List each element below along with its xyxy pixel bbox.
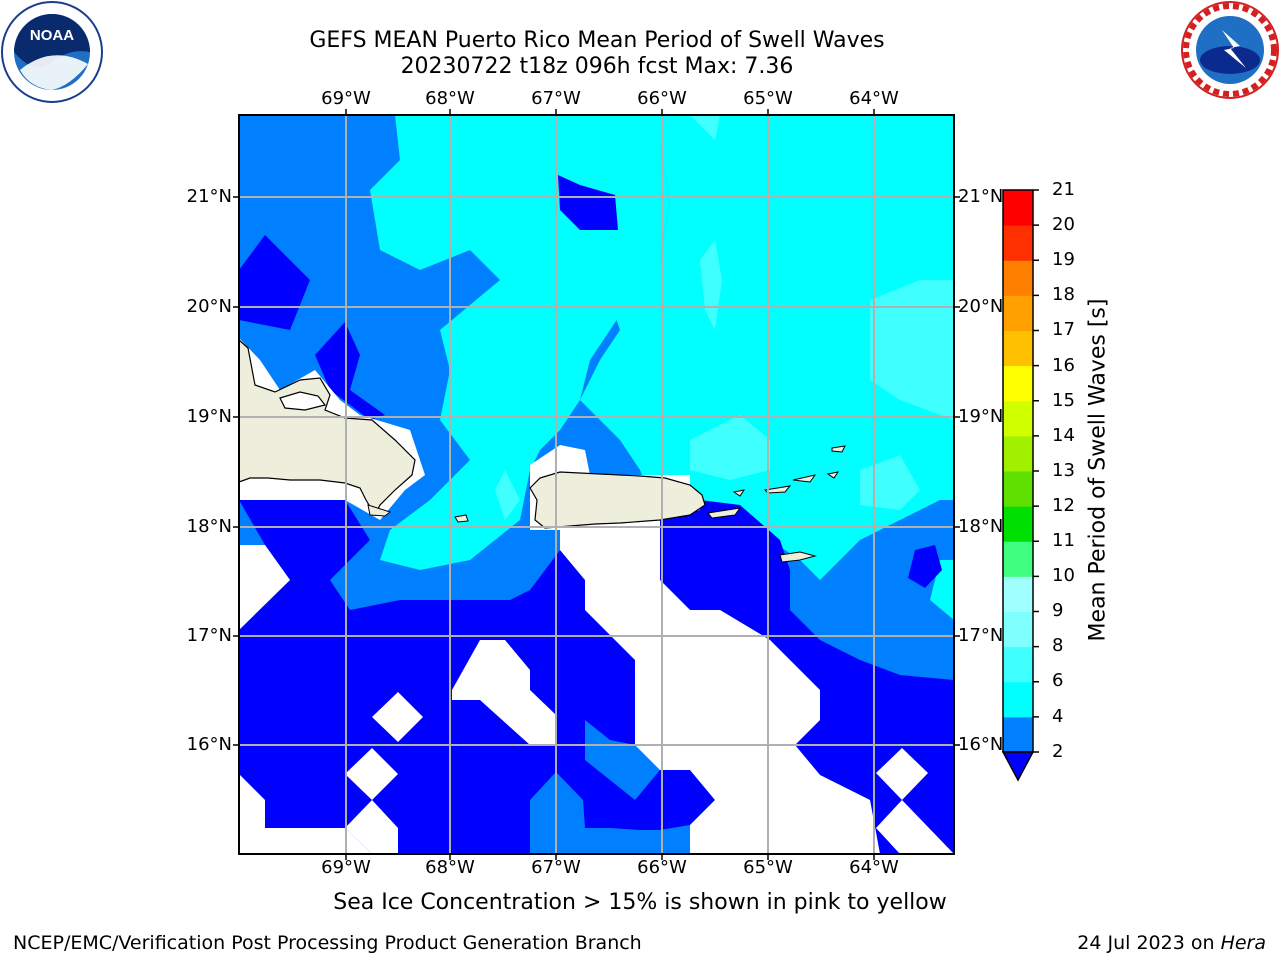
white-region-8: [345, 800, 398, 854]
white-region-4: [452, 640, 556, 745]
lat-left-label: 20°N: [186, 296, 232, 317]
colorbar-tick: 15: [1052, 389, 1075, 411]
colorbar-segment: [1003, 400, 1033, 437]
colorbar-segment: [1003, 646, 1033, 683]
colorbar-tick: 9: [1052, 600, 1064, 622]
white-region-2: [530, 445, 880, 854]
white-region-10: [876, 800, 954, 854]
culebra-island: [732, 489, 746, 497]
lon-top-label: 65°W: [743, 88, 793, 109]
colorbar-tick: 12: [1052, 494, 1075, 516]
colorbar-segment: [1003, 541, 1033, 577]
swell-6-8-patch-1: [870, 280, 954, 420]
lat-right-label: 18°N: [958, 516, 1004, 537]
colorbar-segment: [1003, 681, 1033, 718]
colorbar-title: Mean Period of Swell Waves [s]: [1085, 298, 1111, 642]
colorbar-segment: [1003, 260, 1033, 296]
colorbar-tick: 16: [1052, 354, 1075, 376]
footer-date: 24 Jul 2023 on: [1077, 932, 1221, 954]
lat-right-label: 20°N: [958, 296, 1004, 317]
white-region-7: [239, 774, 372, 854]
colorbar-tick: 21: [1052, 179, 1075, 200]
lat-left-label: 21°N: [186, 186, 232, 207]
lat-right-label: 19°N: [958, 406, 1004, 427]
st-croix-island: [779, 551, 817, 563]
lat-right-label: 17°N: [958, 625, 1004, 646]
bvi-island-2: [826, 471, 840, 479]
white-region-6: [345, 748, 398, 800]
swell-2-4-region-4: [239, 500, 370, 580]
lat-left-label: 19°N: [186, 406, 232, 427]
colorbar-tick: 4: [1052, 705, 1064, 727]
colorbar-segment: [1003, 506, 1033, 542]
lon-top-label: 66°W: [637, 88, 687, 109]
sea-ice-note: Sea Ice Concentration > 15% is shown in …: [333, 890, 947, 915]
lat-left-label: 16°N: [186, 734, 232, 755]
lon-top-label: 64°W: [849, 88, 899, 109]
lat-left-label: 17°N: [186, 625, 232, 646]
anegada-island: [831, 445, 846, 453]
lon-bottom-label: 64°W: [849, 857, 899, 878]
lon-bottom-label: 66°W: [637, 857, 687, 878]
colorbar-tick: 18: [1052, 284, 1075, 306]
swell-6-8-patch-6: [690, 115, 720, 140]
colorbar-segment: [1003, 225, 1033, 261]
colorbar-extend-arrow: [1001, 751, 1035, 782]
lat-right-label: 21°N: [958, 186, 1004, 207]
map-frame: [238, 114, 955, 855]
lon-bottom-label: 68°W: [425, 857, 475, 878]
lon-top-label: 69°W: [321, 88, 371, 109]
footer-right: 24 Jul 2023 on Hera: [1077, 932, 1266, 954]
colorbar-segment: [1003, 576, 1033, 612]
colorbar-tick: 2: [1052, 740, 1064, 762]
swell-6-8-patch-4: [495, 470, 520, 520]
mona-island: [454, 514, 469, 523]
colorbar-tick: 8: [1052, 635, 1064, 657]
bvi-island-1: [792, 474, 817, 483]
colorbar-tick: 13: [1052, 459, 1075, 481]
vieques-island: [707, 507, 742, 519]
hispaniola-land: [238, 338, 416, 517]
colorbar-segment: [1003, 716, 1033, 753]
colorbar-tick: 11: [1052, 530, 1075, 551]
lon-bottom-label: 69°W: [321, 857, 371, 878]
lon-top-label: 67°W: [531, 88, 581, 109]
footer-host: Hera: [1220, 932, 1266, 954]
lon-bottom-label: 65°W: [743, 857, 793, 878]
colorbar-tick: 10: [1052, 565, 1075, 587]
colorbar-tick: 19: [1052, 249, 1075, 271]
swell-2-4-region-2: [315, 322, 385, 420]
chart-title: GEFS MEAN Puerto Rico Mean Period of Swe…: [309, 28, 885, 53]
lon-bottom-label: 67°W: [531, 857, 581, 878]
colorbar-segment: [1003, 330, 1033, 367]
swell-2-4-region-3: [558, 175, 618, 230]
swell-4-6-patch: [930, 560, 954, 620]
colorbar-tick: 20: [1052, 214, 1075, 236]
swell-2-4-region-7: [908, 545, 942, 588]
gonave-island: [279, 391, 327, 411]
chart-subtitle: 20230722 t18z 096h fcst Max: 7.36: [400, 54, 794, 79]
swell-6-8-patch-2: [690, 415, 770, 480]
footer-left: NCEP/EMC/Verification Post Processing Pr…: [13, 932, 642, 954]
colorbar-segment: [1003, 471, 1033, 507]
colorbar-segment: [1003, 295, 1033, 331]
colorbar-tick: 14: [1052, 424, 1075, 446]
white-region-9: [876, 748, 928, 800]
lat-right-label: 16°N: [958, 734, 1004, 755]
colorbar-segment: [1003, 611, 1033, 648]
colorbar-segment: [1003, 435, 1033, 472]
white-region-3: [239, 545, 290, 630]
colorbar-segment: [1003, 365, 1033, 402]
colorbar-tick: 17: [1052, 319, 1075, 341]
lon-top-label: 68°W: [425, 88, 475, 109]
islet-1: [367, 504, 392, 517]
colorbar-tick: 6: [1052, 670, 1064, 692]
white-region-5: [372, 692, 423, 742]
colorbar-segment: [1003, 190, 1033, 226]
lat-left-label: 18°N: [186, 516, 232, 537]
